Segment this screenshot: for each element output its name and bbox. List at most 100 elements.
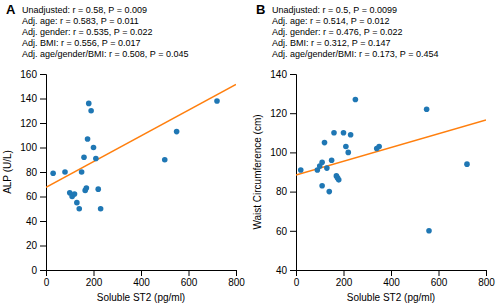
tick-label: 0 [31,265,37,276]
point [326,189,332,195]
tick: 800 [228,270,245,288]
annotation: Adj. age/gender/BMI: r = 0.508, P = 0.04… [22,49,188,59]
tick: 800 [478,270,495,288]
point [91,145,97,151]
tick: 80 [26,167,46,178]
tick: 600 [431,270,448,288]
tick-label: 160 [20,69,37,80]
annotation: Adj. age: r = 0.514, P = 0.012 [272,16,389,26]
tick: 400 [133,270,150,288]
axis-domain [40,75,47,271]
annotation: Adj. age/gender/BMI: r = 0.173, P = 0.45… [272,49,438,59]
tick: 0 [31,265,46,276]
tick: 100 [270,147,296,158]
point [324,165,330,171]
tick-mark [290,74,296,75]
tick-mark [486,270,487,276]
chart: AUnadjusted: r = 0.58, P = 0.009Adj. age… [0,0,500,306]
annotation: Adj. gender: r = 0.476, P = 0.022 [272,27,402,37]
tick-mark [439,270,440,276]
tick-label: 100 [270,147,287,158]
point [98,206,104,212]
point [319,159,325,165]
tick-label: 20 [26,240,38,251]
y-axis: 40 60 80 100 120 140 [270,69,296,276]
tick: 120 [270,108,296,119]
tick-mark [290,152,296,153]
point [162,157,168,163]
plot: 0 200 400 600 800 40 60 80 100 120 140 Soluble ST2 … [252,69,495,303]
tick: 200 [336,270,353,288]
point [345,150,351,156]
point [322,140,328,146]
tick: 0 [294,270,300,288]
point [74,200,80,206]
panel: BUnadjusted: r = 0.5, P = 0.0099Adj. age… [252,2,495,303]
point [62,169,68,175]
x-axis-title: Soluble ST2 (pg/ml) [97,292,185,303]
tick-label: 80 [276,186,288,197]
tick: 160 [20,69,46,80]
tick: 60 [276,226,296,237]
regression-line [296,120,486,175]
tick-mark [40,270,46,271]
tick-mark [236,270,237,276]
annotation: Unadjusted: r = 0.58, P = 0.009 [22,5,147,15]
tick-mark [40,99,46,100]
tick-label: 120 [20,118,37,129]
tick-mark [391,270,392,276]
tick-mark [40,123,46,124]
y-axis-title: ALP (U/L) [2,150,13,194]
tick: 120 [20,118,46,129]
tick: 0 [44,270,50,288]
point [76,206,82,212]
point [319,183,325,189]
axis-domain [290,75,297,271]
tick: 140 [20,93,46,104]
point [348,132,354,138]
y-axis-title: Waist Circumference (cm) [252,114,263,229]
marks [296,97,486,234]
tick-label: 40 [276,265,288,276]
axis-domain [47,271,237,277]
tick-mark [141,270,142,276]
point [353,97,359,103]
tick-label: 120 [270,108,287,119]
panel-label: A [6,2,16,17]
annotation: Unadjusted: r = 0.5, P = 0.0099 [272,5,397,15]
tick-mark [94,270,95,276]
annotation: Adj. age: r = 0.583, P = 0.011 [22,16,139,26]
point [79,169,85,175]
x-axis-title: Soluble ST2 (pg/ml) [347,292,435,303]
annotation: Adj. BMI: r = 0.312, P = 0.147 [272,38,390,48]
point [341,130,347,136]
point [331,130,337,136]
tick: 200 [86,270,103,288]
tick-mark [40,246,46,247]
tick-label: 140 [270,69,287,80]
tick-label: 60 [26,191,38,202]
panel-label: B [256,2,265,17]
tick-label: 200 [336,277,353,288]
tick-label: 800 [478,277,495,288]
point [95,186,101,192]
axis-domain [297,271,487,277]
point [376,144,382,150]
tick-mark [40,172,46,173]
point [329,157,335,163]
tick-mark [40,148,46,149]
point [426,228,432,234]
tick: 400 [383,270,400,288]
tick: 140 [270,69,296,80]
x-axis: 0 200 400 600 800 [294,270,496,288]
x-axis: 0 200 400 600 800 [44,270,246,288]
tick-mark [189,270,190,276]
tick-label: 600 [431,277,448,288]
tick: 600 [181,270,198,288]
point [464,161,470,167]
point [50,170,56,176]
point [86,101,92,107]
tick-mark [290,192,296,193]
point [93,156,99,162]
annotation: Adj. gender: r = 0.535, P = 0.022 [22,27,152,37]
